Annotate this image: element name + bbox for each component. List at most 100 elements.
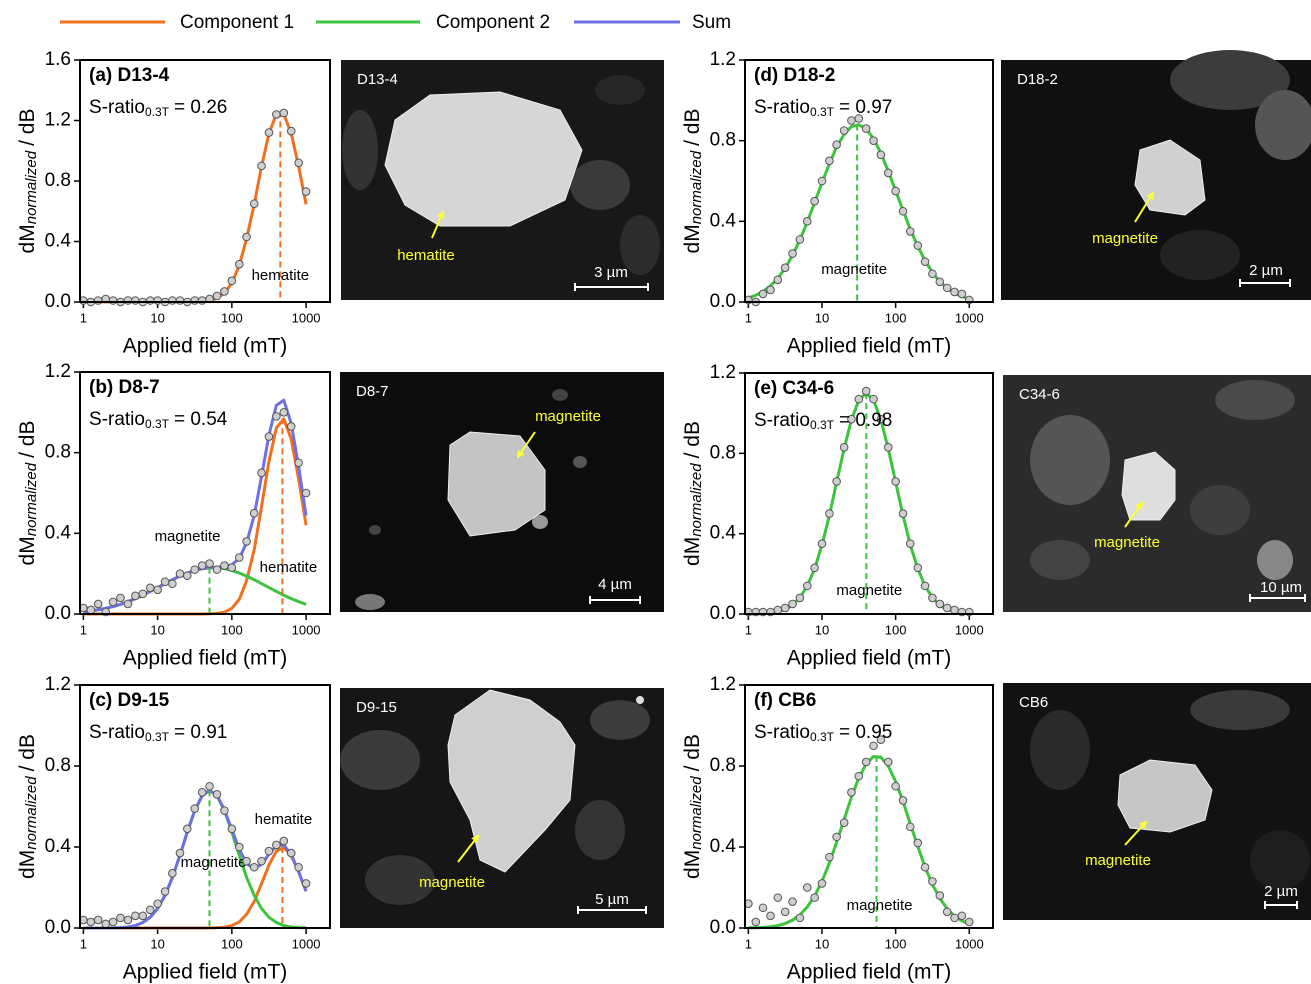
- y-label-main: dM: [681, 537, 704, 566]
- data-point: [774, 276, 782, 284]
- image-particle: [573, 456, 587, 468]
- data-point: [198, 789, 206, 797]
- data-point: [265, 847, 273, 855]
- data-point: [789, 250, 797, 258]
- y-tick-label: 0.8: [45, 442, 71, 463]
- s-ratio-value: = 0.91: [174, 722, 227, 743]
- data-point: [921, 863, 929, 871]
- data-point: [862, 758, 870, 766]
- data-point: [884, 169, 892, 177]
- x-tick-label: 100: [885, 310, 907, 325]
- image-grain: [385, 92, 582, 226]
- panel-title: (c) D9-15: [89, 690, 170, 711]
- data-point: [759, 904, 767, 912]
- data-point: [243, 857, 251, 865]
- data-point: [862, 125, 870, 133]
- s-ratio-value: = 0.95: [839, 722, 892, 743]
- data-point: [833, 141, 841, 149]
- scale-label: 10 µm: [1260, 579, 1302, 596]
- x-tick-label: 100: [885, 622, 907, 637]
- data-point: [943, 908, 951, 916]
- s-ratio-value: = 0.97: [839, 97, 892, 118]
- data-point: [154, 297, 162, 305]
- image-particle: [1257, 540, 1293, 580]
- data-point: [302, 880, 310, 888]
- mineral-label: magnetite: [1085, 852, 1151, 869]
- y-tick-label: 0.8: [710, 755, 736, 776]
- data-point: [848, 789, 856, 797]
- x-tick-label: 100: [221, 310, 243, 325]
- image-particle: [1250, 830, 1310, 890]
- image-particle: [1190, 690, 1290, 730]
- legend-label: Sum: [692, 12, 731, 33]
- s-ratio-value: = 0.98: [839, 410, 892, 431]
- y-tick-label: 1.6: [45, 49, 71, 70]
- data-point: [109, 297, 117, 305]
- y-tick-label: 0.8: [45, 755, 71, 776]
- image-grain: [1118, 760, 1212, 832]
- data-point: [295, 459, 303, 467]
- y-label-subscript: normalized: [23, 776, 40, 850]
- image-label: D8-7: [356, 383, 389, 400]
- data-point: [811, 197, 819, 205]
- data-point: [921, 582, 929, 590]
- data-point: [803, 218, 811, 226]
- s-ratio-value: = 0.26: [174, 97, 227, 118]
- y-tick-label: 0.8: [710, 442, 736, 463]
- x-tick-label: 1000: [955, 622, 984, 637]
- data-point: [183, 572, 191, 580]
- s-ratio-subscript: 0.3T: [810, 730, 835, 744]
- image-label: D13-4: [357, 71, 398, 88]
- y-tick-label: 0.4: [710, 836, 737, 857]
- data-point: [833, 833, 841, 841]
- data-point: [855, 772, 863, 780]
- data-point: [892, 187, 900, 195]
- x-axis-label: Applied field (mT): [787, 961, 952, 984]
- x-tick-label: 10: [815, 310, 829, 325]
- data-point: [87, 606, 95, 614]
- data-point: [936, 892, 944, 900]
- data-point: [273, 413, 281, 421]
- data-point: [803, 582, 811, 590]
- y-label-unit: / dB: [681, 734, 704, 771]
- data-point: [258, 857, 266, 865]
- scale-label: 3 µm: [594, 264, 628, 281]
- mineral-label: hematite: [397, 247, 455, 264]
- data-point: [789, 898, 797, 906]
- data-point: [169, 870, 177, 878]
- peak-label: magnetite: [821, 261, 887, 278]
- image-particle: [595, 75, 645, 105]
- data-point: [206, 560, 214, 568]
- data-point: [914, 564, 922, 572]
- y-tick-label: 0.4: [710, 523, 737, 544]
- data-point: [759, 290, 767, 298]
- x-tick-label: 1000: [292, 310, 321, 325]
- y-label-unit: / dB: [681, 109, 704, 146]
- data-point: [914, 839, 922, 847]
- data-point: [176, 297, 184, 305]
- image-particle: [1215, 380, 1295, 420]
- data-point: [929, 878, 937, 886]
- s-ratio-subscript: 0.3T: [810, 418, 835, 432]
- y-label-unit: / dB: [16, 421, 39, 458]
- image-particle: [1190, 485, 1250, 535]
- data-point: [870, 137, 878, 145]
- data-point: [243, 233, 251, 241]
- data-point: [899, 510, 907, 518]
- image-particle: [1030, 540, 1090, 580]
- data-point: [273, 111, 281, 119]
- y-tick-label: 1.2: [710, 49, 736, 70]
- panel-title: (f) CB6: [754, 690, 816, 711]
- data-point: [811, 564, 819, 572]
- data-point: [870, 395, 878, 403]
- x-tick-label: 1: [745, 310, 752, 325]
- panel-title: (e) C34-6: [754, 378, 834, 399]
- data-point: [94, 297, 102, 305]
- data-point: [146, 297, 154, 305]
- y-label-subscript: normalized: [688, 776, 705, 850]
- peak-label: hematite: [252, 267, 310, 284]
- y-axis-label: dMnormalized/ dB: [681, 734, 705, 879]
- panel-title: (a) D13-4: [89, 65, 170, 86]
- image-label: D9-15: [356, 699, 397, 716]
- x-axis-label: Applied field (mT): [123, 961, 288, 984]
